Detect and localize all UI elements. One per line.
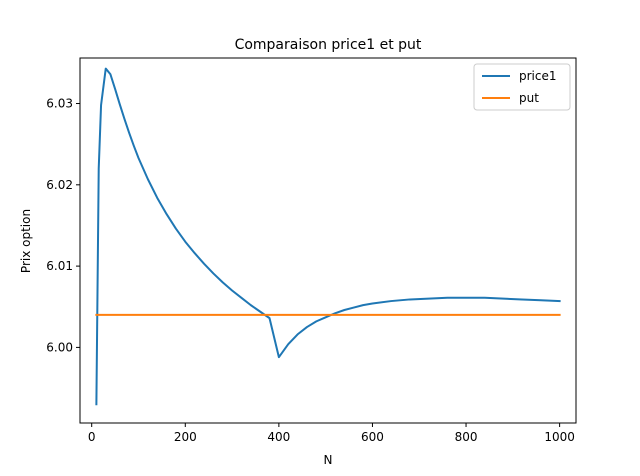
y-tick-label: 6.00 xyxy=(46,340,73,354)
x-tick-label: 600 xyxy=(361,430,384,444)
axes-background xyxy=(80,58,576,423)
x-tick-label: 200 xyxy=(174,430,197,444)
y-tick-label: 6.01 xyxy=(46,259,73,273)
x-tick-label: 400 xyxy=(267,430,290,444)
series-line-price1 xyxy=(95,67,561,406)
series-layer xyxy=(95,67,561,406)
y-tick-label: 6.03 xyxy=(46,97,73,111)
legend: price1 put xyxy=(473,63,571,111)
x-tick-label: 800 xyxy=(455,430,478,444)
plot-area xyxy=(80,58,576,423)
y-axis-ticks: 6.00 6.01 6.02 6.03 xyxy=(46,97,80,354)
x-tick-label: 0 xyxy=(88,430,96,444)
y-axis-label: Prix option xyxy=(19,209,33,273)
x-axis-ticks: 0 200 400 600 800 1000 xyxy=(88,423,575,444)
chart-title: Comparaison price1 et put xyxy=(235,37,422,53)
axes-frame xyxy=(79,57,577,424)
x-axis-label: N xyxy=(324,453,333,467)
x-tick-label: 1000 xyxy=(544,430,575,444)
legend-label-price1: price1 xyxy=(519,69,557,83)
y-tick-label: 6.02 xyxy=(46,178,73,192)
legend-label-put: put xyxy=(519,91,539,105)
